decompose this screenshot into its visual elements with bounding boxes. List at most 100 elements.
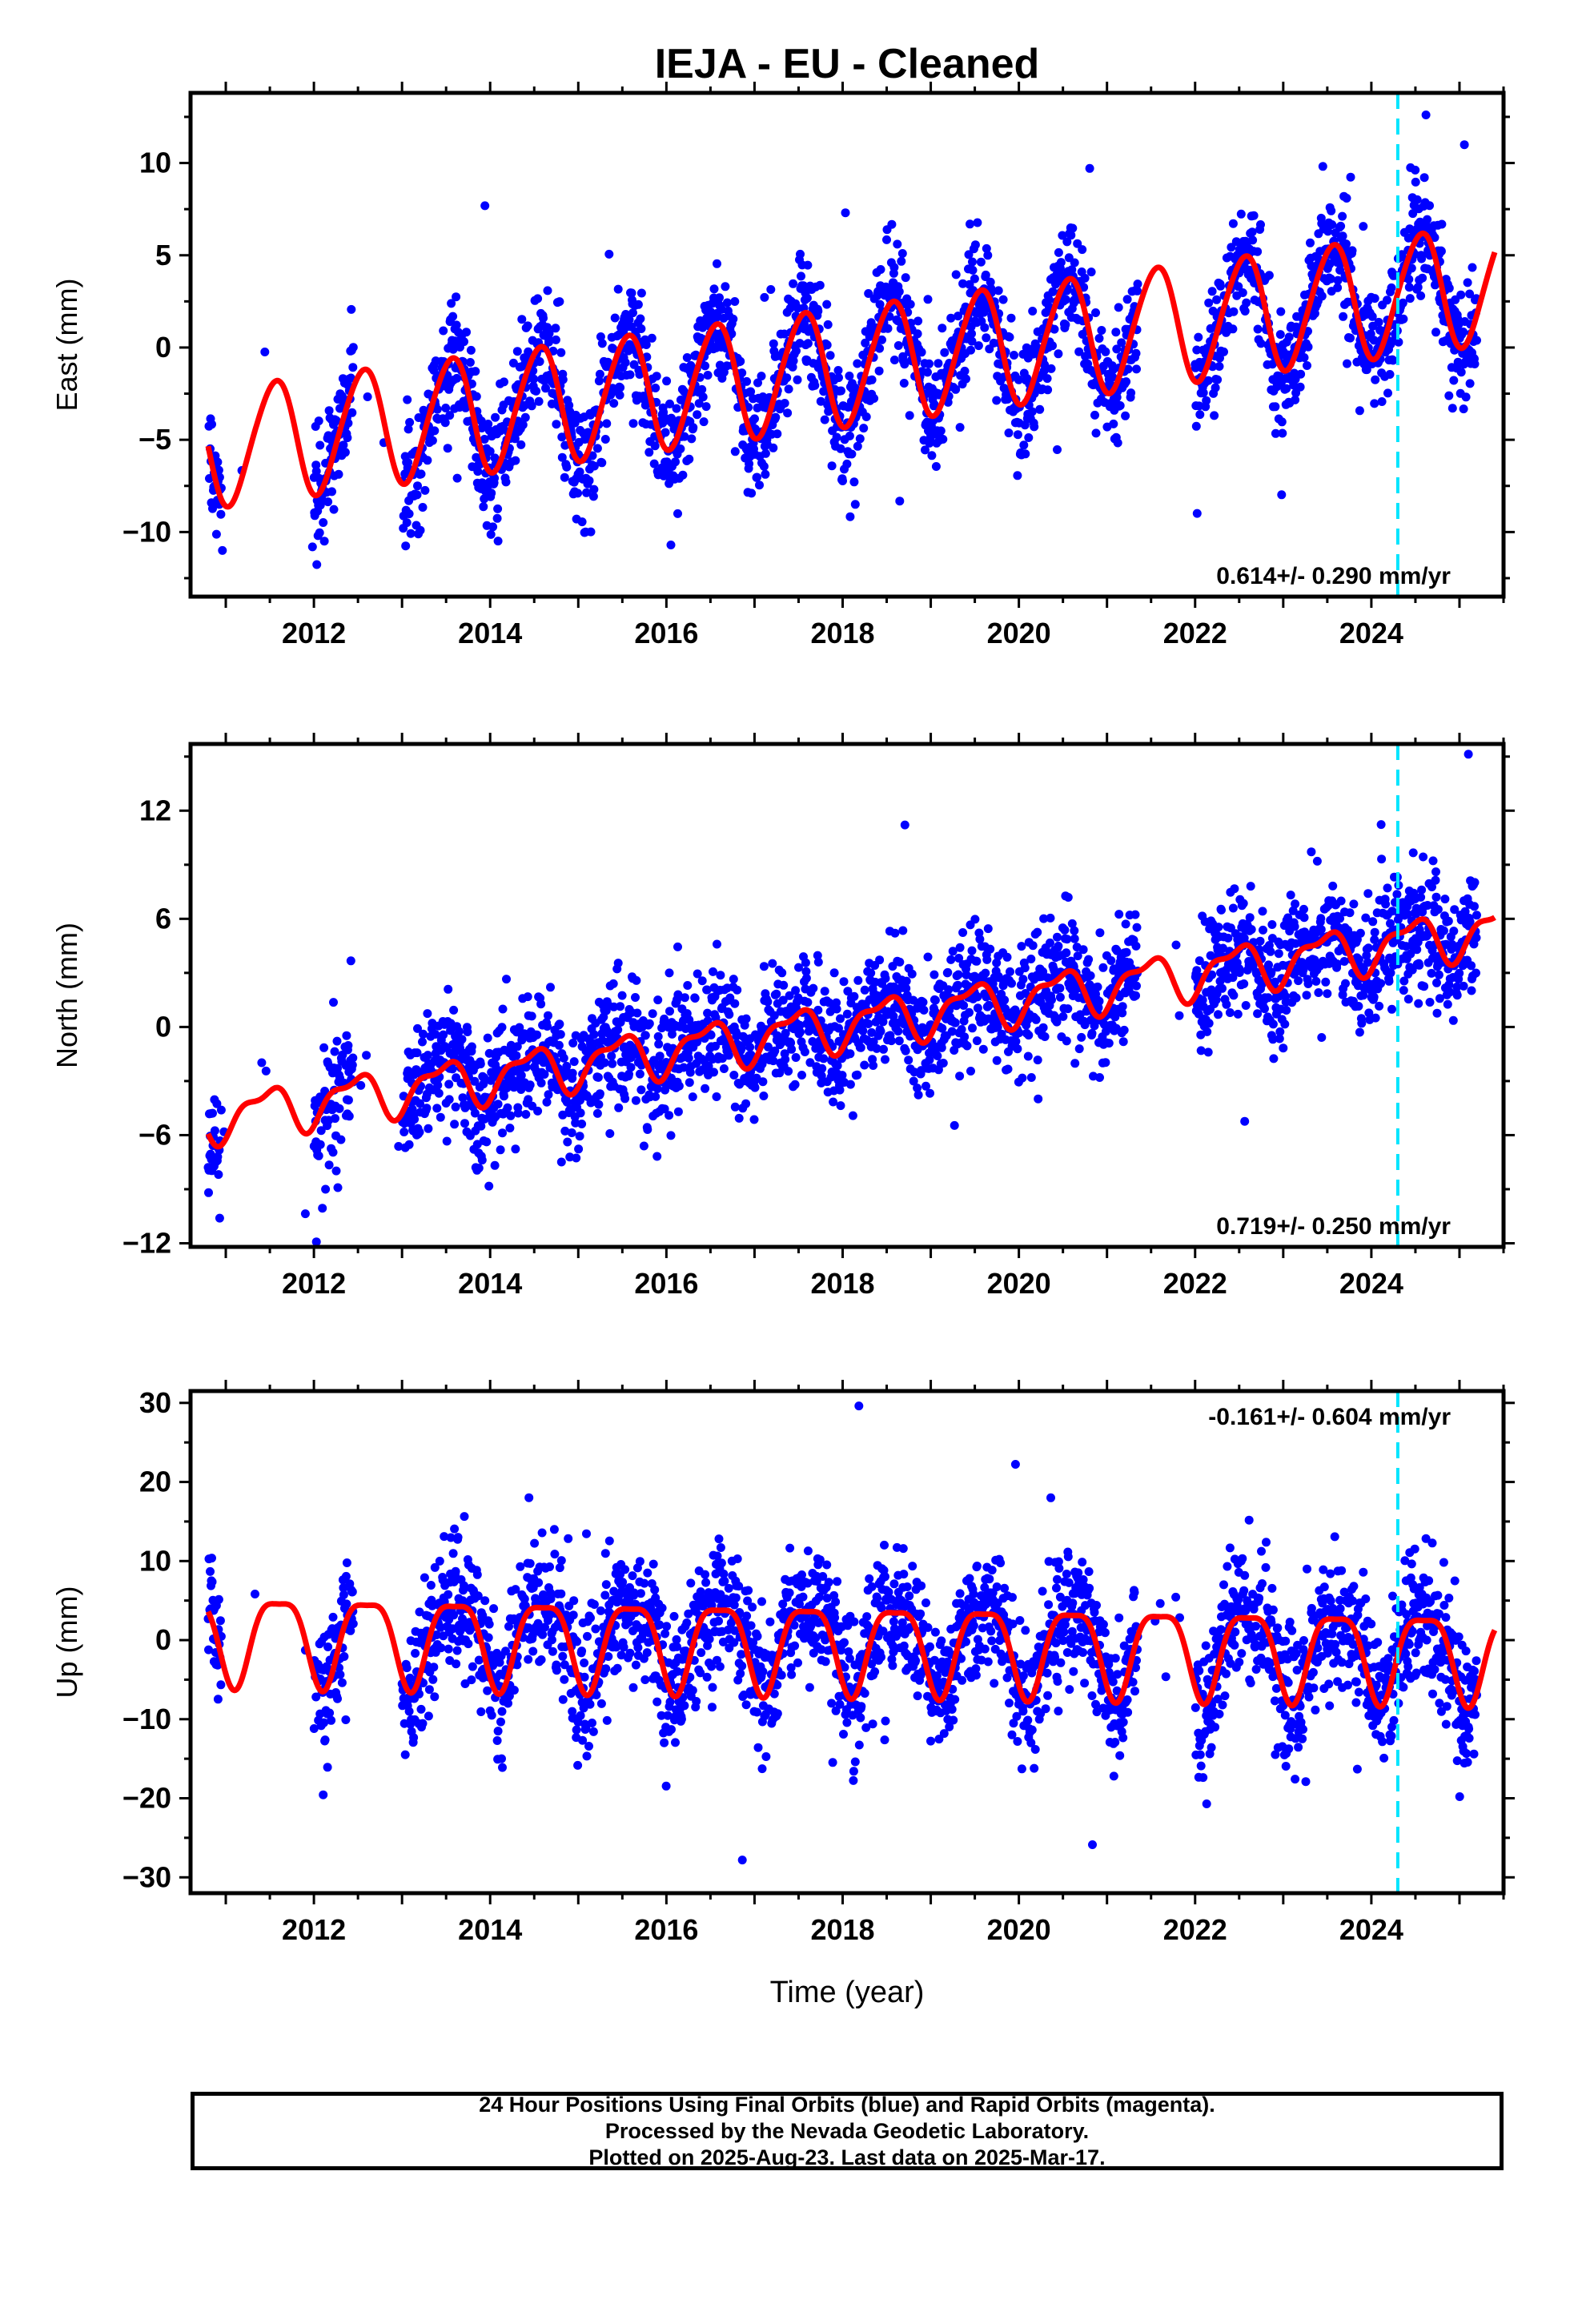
data-point xyxy=(820,415,829,424)
data-point xyxy=(331,416,341,425)
data-point xyxy=(1459,328,1468,336)
data-point xyxy=(460,337,468,347)
data-point xyxy=(1101,347,1110,356)
data-point xyxy=(1080,1020,1090,1030)
data-point xyxy=(651,1092,661,1101)
data-point xyxy=(1070,926,1079,935)
data-point xyxy=(1267,967,1276,977)
data-point xyxy=(887,219,897,229)
data-point xyxy=(461,1100,471,1110)
data-point xyxy=(1414,999,1423,1008)
data-point xyxy=(1472,336,1481,345)
data-point xyxy=(441,404,451,412)
data-point xyxy=(960,1032,970,1042)
data-point xyxy=(216,509,226,519)
data-point xyxy=(789,356,798,366)
data-point xyxy=(845,431,854,440)
data-point xyxy=(665,399,674,408)
data-point xyxy=(1433,905,1443,915)
x-tick-label: 2014 xyxy=(458,1267,522,1300)
data-point xyxy=(1080,273,1090,283)
data-point xyxy=(520,412,530,422)
data-point xyxy=(967,946,977,955)
data-point xyxy=(1054,941,1063,951)
data-point xyxy=(665,968,674,978)
data-point xyxy=(593,1072,603,1082)
data-point xyxy=(1359,991,1368,1000)
data-point xyxy=(479,502,488,512)
data-point xyxy=(613,1025,623,1035)
data-point xyxy=(1013,471,1022,480)
data-point xyxy=(759,461,769,471)
data-point xyxy=(568,1039,578,1047)
data-point xyxy=(1106,956,1116,965)
data-point xyxy=(737,1043,746,1053)
data-point xyxy=(412,1048,422,1058)
data-point xyxy=(471,367,480,376)
data-point xyxy=(1074,347,1084,356)
data-point xyxy=(1274,949,1283,959)
data-point xyxy=(817,1063,827,1073)
data-point xyxy=(757,372,766,381)
data-point xyxy=(861,412,871,421)
data-point xyxy=(613,284,623,294)
data-point xyxy=(540,1070,549,1079)
data-point xyxy=(1234,282,1243,292)
data-point xyxy=(1007,979,1016,988)
data-point xyxy=(697,976,707,986)
data-point xyxy=(1328,881,1338,891)
data-point xyxy=(1070,934,1079,943)
data-point xyxy=(1376,820,1386,830)
data-point xyxy=(597,458,607,468)
data-point xyxy=(1342,239,1351,249)
data-point xyxy=(981,270,990,279)
data-point xyxy=(480,201,490,211)
data-point xyxy=(706,307,716,316)
data-point xyxy=(592,444,602,453)
data-point xyxy=(1387,907,1397,916)
data-point xyxy=(722,298,732,308)
data-point xyxy=(1014,1028,1024,1038)
data-point xyxy=(1204,1019,1214,1028)
data-point xyxy=(636,324,646,333)
data-point xyxy=(860,985,869,995)
data-point xyxy=(833,366,843,375)
data-point xyxy=(886,1036,896,1046)
data-point xyxy=(515,1023,524,1032)
data-point xyxy=(1440,895,1450,904)
data-point xyxy=(724,1051,733,1060)
data-point xyxy=(1094,996,1104,1006)
data-point xyxy=(860,1060,869,1070)
data-point xyxy=(1333,275,1343,285)
data-point xyxy=(1258,907,1267,916)
data-point xyxy=(796,1027,805,1037)
data-point xyxy=(822,300,832,309)
data-point xyxy=(573,489,583,498)
data-point xyxy=(1126,388,1136,398)
data-point xyxy=(529,374,539,384)
data-point xyxy=(940,348,950,357)
data-point xyxy=(761,448,770,458)
data-point xyxy=(1052,1017,1062,1027)
data-point xyxy=(746,387,756,396)
data-point xyxy=(493,537,503,546)
data-point xyxy=(436,1112,445,1122)
data-point xyxy=(1405,294,1415,304)
data-point xyxy=(569,1057,579,1067)
data-point xyxy=(428,436,437,445)
data-point xyxy=(608,344,618,353)
data-point xyxy=(451,1102,460,1112)
data-point xyxy=(1229,991,1239,1000)
data-point xyxy=(1412,195,1422,204)
data-point xyxy=(412,490,422,500)
data-point xyxy=(324,1160,334,1170)
y-tick-label: 6 xyxy=(155,902,171,935)
data-point xyxy=(876,265,885,274)
data-point xyxy=(1385,370,1395,379)
data-point xyxy=(486,529,496,539)
data-point xyxy=(1246,882,1255,891)
data-point xyxy=(970,274,979,283)
data-point xyxy=(1299,913,1309,923)
data-point xyxy=(829,968,839,978)
data-point xyxy=(927,451,937,460)
